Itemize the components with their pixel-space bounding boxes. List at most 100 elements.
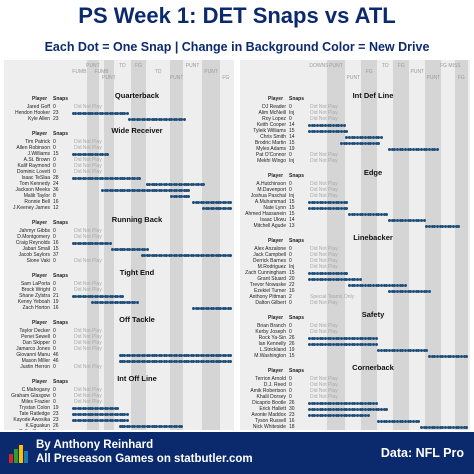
snap-dot xyxy=(162,188,166,192)
player-name: C.Mahogany xyxy=(21,387,50,393)
drive-result-label: DOWNS xyxy=(309,63,329,69)
player-row: Alex Anzalone 0 Did Not Play xyxy=(240,246,470,252)
snap-dot xyxy=(387,348,391,352)
snap-dot xyxy=(71,176,75,180)
snap-dot xyxy=(143,359,147,363)
snap-dot xyxy=(430,354,434,358)
snap-dot xyxy=(329,271,333,275)
snap-dot xyxy=(443,354,447,358)
player-snap-count: 0 xyxy=(53,340,56,346)
snap-dot xyxy=(123,247,127,251)
snap-dot xyxy=(315,206,319,210)
site-link[interactable]: All Preseason Games on statbutler.com xyxy=(36,453,253,465)
snap-dot xyxy=(355,283,359,287)
snap-dot xyxy=(339,271,343,275)
snap-dot xyxy=(329,123,333,127)
snap-dot xyxy=(355,277,359,281)
snap-dot xyxy=(377,135,381,139)
player-row: Brodric Martin 15 xyxy=(240,140,470,146)
player-snap-count: 14 xyxy=(289,134,295,140)
snap-dot xyxy=(350,212,354,216)
player-name: Mekhi Wingo xyxy=(257,158,286,164)
player-row: Tyson Russell 16 xyxy=(240,418,470,424)
snap-dot xyxy=(86,412,90,416)
status-note: Did Not Play xyxy=(74,228,102,234)
snap-dot xyxy=(113,176,117,180)
snap-dot xyxy=(128,359,132,363)
snap-dot xyxy=(366,141,370,145)
snap-dot xyxy=(366,342,370,346)
snap-dot xyxy=(345,206,349,210)
snap-dot xyxy=(79,111,83,115)
snap-dot xyxy=(118,418,122,422)
player-name: A.Muhammad xyxy=(254,199,286,205)
snap-dot xyxy=(219,359,223,363)
snap-dot xyxy=(395,283,399,287)
player-snap-count: 15 xyxy=(289,199,295,205)
snap-dot xyxy=(307,336,311,340)
snap-dot xyxy=(369,135,373,139)
snap-dot xyxy=(347,401,351,405)
player-name: Kalif Raymond xyxy=(17,163,50,169)
snap-dot xyxy=(113,412,117,416)
snap-dot xyxy=(209,306,213,310)
snap-dot xyxy=(342,141,346,145)
player-snap-count: 0 xyxy=(289,394,292,400)
snap-dot xyxy=(133,424,137,428)
snap-dot xyxy=(170,194,174,198)
player-name: Khalil Dorsey xyxy=(256,394,286,400)
snap-dot xyxy=(130,176,134,180)
player-row: Ian Kennelly 26 xyxy=(240,341,470,347)
snap-dot xyxy=(86,294,90,298)
player-column-header: Player xyxy=(32,131,48,137)
player-snap-count: 0 xyxy=(289,152,292,158)
snap-dot xyxy=(307,413,311,417)
snap-dot xyxy=(81,294,85,298)
position-group: Quarterback Player Snaps Jared Goff 0 Did Not… xyxy=(4,91,234,122)
snap-dot xyxy=(79,418,83,422)
player-row: Allen Robinson 0 Did Not Play xyxy=(4,145,234,151)
snap-dot xyxy=(182,194,186,198)
snap-dot xyxy=(91,412,95,416)
snap-dot xyxy=(143,253,147,257)
snap-dot xyxy=(130,188,134,192)
status-note: Did Not Play xyxy=(310,193,338,199)
player-name: Malik Taylor xyxy=(23,193,50,199)
snap-dot xyxy=(120,188,124,192)
snap-dot xyxy=(123,111,127,115)
snap-dot xyxy=(204,353,208,357)
snap-dot xyxy=(79,406,83,410)
snap-dot xyxy=(331,336,335,340)
player-name: Anthony Pittman xyxy=(249,294,286,300)
status-note: Did Not Play xyxy=(310,246,338,252)
player-snap-count: 0 xyxy=(53,234,56,240)
snap-dot xyxy=(355,336,359,340)
player-row: Mason Miller 46 xyxy=(4,358,234,364)
status-note: Did Not Play xyxy=(74,145,102,151)
snap-dot xyxy=(374,401,378,405)
snap-dot xyxy=(177,188,181,192)
snap-dot xyxy=(411,419,415,423)
position-group-title: Off Tackle xyxy=(119,315,155,324)
snap-dot xyxy=(350,336,354,340)
snap-dot xyxy=(226,200,230,204)
player-snap-count: 0 xyxy=(289,181,292,187)
snap-dot xyxy=(323,277,327,281)
snap-dot xyxy=(74,294,78,298)
snap-dot xyxy=(390,283,394,287)
snap-dot xyxy=(350,342,354,346)
snap-dot xyxy=(216,206,220,210)
snap-dot xyxy=(204,359,208,363)
snap-dot xyxy=(427,354,431,358)
snap-dot xyxy=(382,348,386,352)
snap-dot xyxy=(433,147,437,151)
snap-dot xyxy=(93,418,97,422)
snap-dot xyxy=(414,147,418,151)
snap-dot xyxy=(342,123,346,127)
snap-dot xyxy=(315,277,319,281)
snap-dot xyxy=(337,336,341,340)
snap-dot xyxy=(167,359,171,363)
snap-dot xyxy=(369,407,373,411)
snap-dot xyxy=(101,152,105,156)
snap-dot xyxy=(326,277,330,281)
